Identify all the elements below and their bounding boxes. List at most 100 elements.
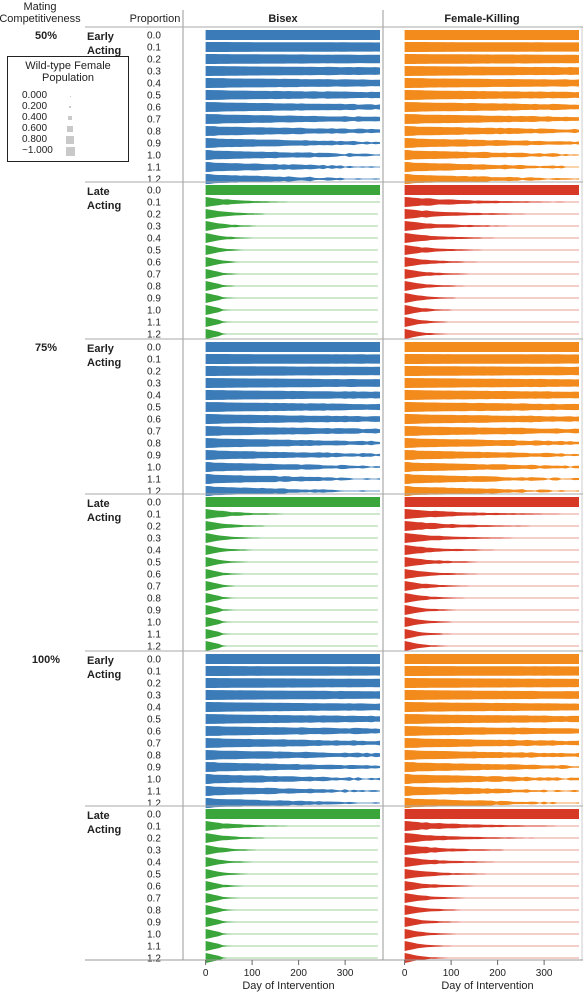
band-bisex_early-0.5	[205, 90, 380, 100]
acting-label-line1: Late	[87, 810, 110, 822]
proportion-tick-label: 0.1	[147, 822, 161, 833]
band-bisex_late-0.5	[205, 557, 378, 567]
legend-size-swatch	[67, 115, 73, 121]
legend-entry-label: 0.400	[22, 112, 48, 123]
proportion-tick-label: 0.2	[147, 522, 161, 533]
band-bisex_early-0.4	[205, 390, 380, 400]
band-fk_late-0.0	[404, 497, 579, 507]
band-fk_early-1.0	[404, 150, 579, 160]
band-bisex_late-0.1	[205, 821, 380, 831]
proportion-tick-label: 0.5	[147, 403, 161, 414]
proportion-tick-label: 0.5	[147, 870, 161, 881]
band-bisex_early-1.0	[205, 150, 380, 160]
band-fk_early-0.0	[404, 342, 579, 352]
band-fk_late-0.0	[404, 185, 579, 195]
band-fk_early-0.1	[404, 666, 579, 676]
band-fk_late-0.9	[404, 605, 579, 615]
legend-size-swatch	[68, 105, 72, 109]
band-bisex_late-0.3	[205, 845, 378, 855]
proportion-tick-label: 0.9	[147, 918, 161, 929]
proportion-tick-label: 1.1	[147, 942, 161, 953]
competitiveness-label: 50%	[35, 30, 57, 42]
proportion-tick-label: 1.2	[147, 175, 161, 186]
band-bisex_late-1.1	[205, 941, 378, 951]
band-bisex_early-1.0	[205, 462, 380, 472]
proportion-tick-label: 1.0	[147, 775, 161, 786]
proportion-tick-label: 0.5	[147, 715, 161, 726]
band-bisex_late-0.8	[205, 281, 378, 291]
band-fk_late-0.8	[404, 905, 579, 915]
proportion-tick-label: 0.2	[147, 834, 161, 845]
proportion-tick-label: 0.7	[147, 115, 161, 126]
header-mating-line2: Competitiveness	[0, 13, 81, 25]
band-fk_early-0.7	[404, 114, 579, 124]
band-bisex_late-0.7	[205, 581, 378, 591]
x-axis-label: Day of Intervention	[441, 980, 533, 992]
legend-title: Wild-type Female Population	[25, 60, 111, 84]
x-tick-label: 0	[402, 968, 408, 979]
band-bisex_late-1.0	[205, 305, 378, 315]
proportion-tick-label: 0.1	[147, 355, 161, 366]
band-fk_early-0.5	[404, 714, 579, 724]
proportion-tick-label: 0.5	[147, 558, 161, 569]
band-fk_early-0.9	[404, 450, 579, 460]
band-fk_late-1.1	[404, 317, 579, 327]
band-fk_early-0.5	[404, 402, 579, 412]
band-bisex_early-0.6	[205, 726, 380, 736]
band-fk_early-0.7	[404, 426, 579, 436]
band-fk_early-1.0	[404, 774, 579, 784]
band-fk_early-0.6	[404, 414, 579, 424]
band-fk_early-0.4	[404, 78, 579, 88]
band-fk_early-0.5	[404, 90, 579, 100]
proportion-tick-label: 0.4	[147, 703, 161, 714]
acting-label-line1: Early	[87, 31, 115, 43]
band-fk_late-1.2	[404, 329, 579, 339]
proportion-tick-label: 0.3	[147, 534, 161, 545]
proportion-tick-label: 0.2	[147, 55, 161, 66]
acting-label-line1: Early	[87, 655, 115, 667]
proportion-tick-label: 0.2	[147, 679, 161, 690]
band-bisex_early-0.6	[205, 102, 380, 112]
legend-entry-label: 0.800	[22, 134, 48, 145]
legend-size-swatch	[69, 95, 71, 97]
proportion-tick-label: 0.0	[147, 31, 161, 42]
band-bisex_late-0.6	[205, 881, 378, 891]
proportion-tick-label: 0.5	[147, 91, 161, 102]
x-tick-label: 100	[443, 968, 460, 979]
band-bisex_late-0.7	[205, 269, 378, 279]
band-fk_late-0.2	[404, 209, 579, 219]
panel-title-female-killing: Female-Killing	[444, 13, 519, 25]
band-bisex_late-0.9	[205, 605, 378, 615]
x-axis-label: Day of Intervention	[242, 980, 334, 992]
proportion-tick-label: 0.3	[147, 379, 161, 390]
band-bisex_early-0.4	[205, 702, 380, 712]
band-fk_late-0.7	[404, 893, 579, 903]
band-bisex_late-0.0	[205, 497, 380, 507]
band-bisex_early-1.1	[205, 474, 380, 484]
band-bisex_late-1.2	[205, 329, 378, 339]
proportion-tick-label: 0.4	[147, 391, 161, 402]
proportion-tick-label: 1.0	[147, 618, 161, 629]
proportion-tick-label: 0.8	[147, 282, 161, 293]
band-fk_early-0.1	[404, 42, 579, 52]
proportion-tick-label: 0.5	[147, 246, 161, 257]
proportion-tick-label: 1.1	[147, 787, 161, 798]
band-fk_late-1.0	[404, 617, 579, 627]
band-fk_late-0.1	[404, 509, 579, 519]
proportion-tick-label: 0.2	[147, 367, 161, 378]
proportion-tick-label: 0.6	[147, 570, 161, 581]
band-bisex_late-0.4	[205, 545, 378, 555]
band-fk_early-0.1	[404, 354, 579, 364]
band-bisex_late-1.1	[205, 317, 378, 327]
band-fk_late-0.6	[404, 257, 579, 267]
band-fk_late-0.4	[404, 857, 579, 867]
proportion-tick-label: 0.6	[147, 415, 161, 426]
band-bisex_late-0.4	[205, 857, 378, 867]
proportion-tick-label: 0.3	[147, 846, 161, 857]
proportion-tick-label: 0.0	[147, 810, 161, 821]
band-bisex_early-0.7	[205, 738, 380, 748]
proportion-tick-label: 0.0	[147, 186, 161, 197]
band-bisex_late-0.9	[205, 917, 378, 927]
band-bisex_early-0.0	[205, 30, 380, 40]
band-fk_late-0.3	[404, 533, 579, 543]
